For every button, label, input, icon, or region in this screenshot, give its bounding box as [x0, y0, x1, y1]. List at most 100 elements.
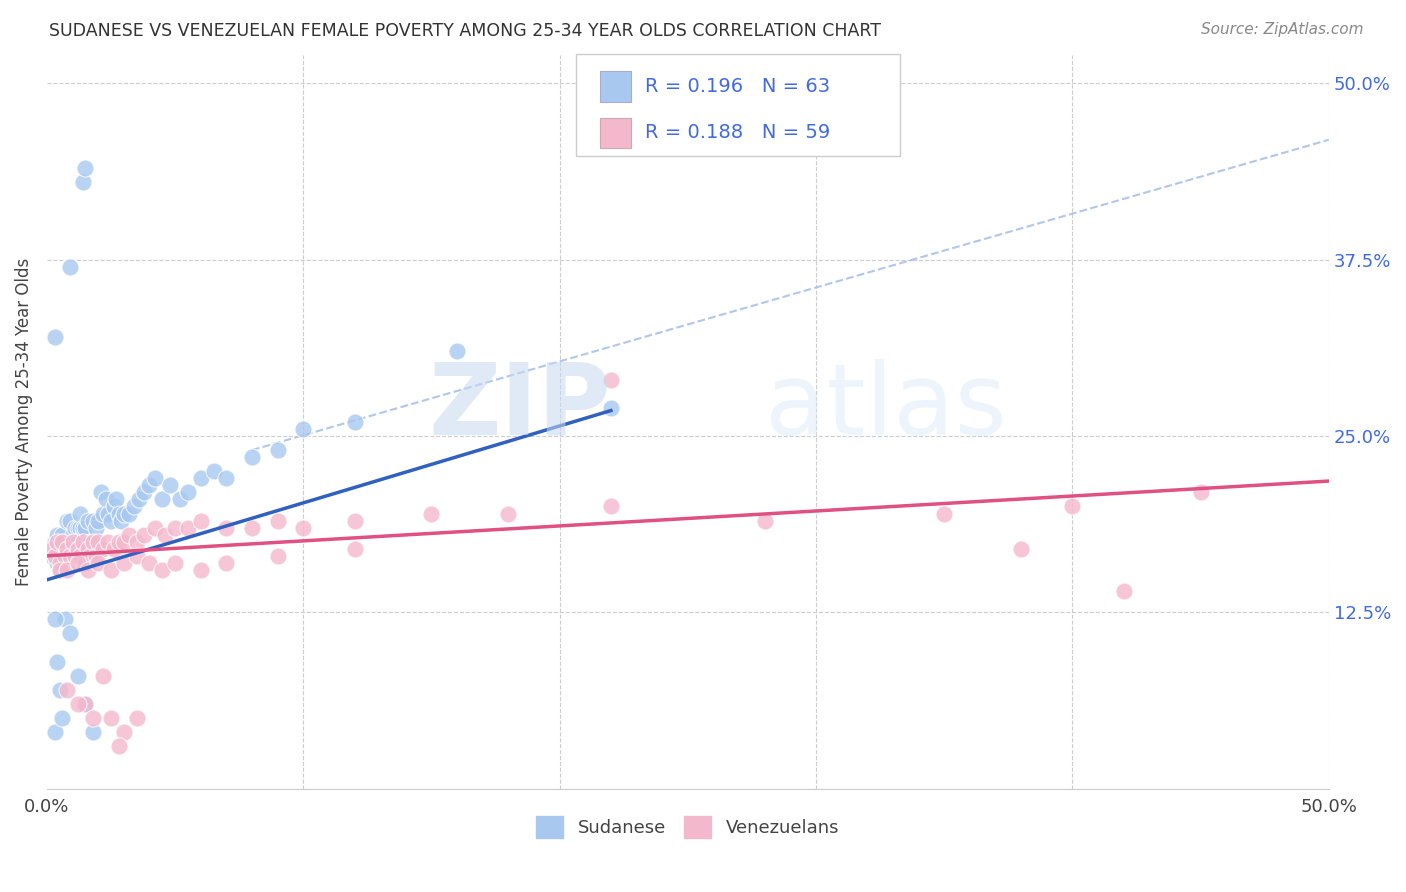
Point — [446, 344, 468, 359]
Text: Source: ZipAtlas.com: Source: ZipAtlas.com — [1201, 22, 1364, 37]
Point — [112, 725, 135, 739]
Point — [343, 541, 366, 556]
Point — [202, 464, 225, 478]
Point — [59, 549, 82, 563]
Point — [56, 549, 79, 563]
Point — [1189, 485, 1212, 500]
Point — [72, 175, 94, 189]
Point — [77, 514, 100, 528]
Point — [107, 739, 129, 754]
Point — [177, 520, 200, 534]
Point — [91, 541, 114, 556]
Point — [1010, 541, 1032, 556]
Point — [66, 534, 89, 549]
Point — [51, 527, 73, 541]
Point — [63, 549, 86, 563]
Point — [112, 534, 135, 549]
Point — [77, 541, 100, 556]
Point — [66, 541, 89, 556]
Point — [62, 549, 84, 563]
Point — [292, 422, 315, 436]
Point — [177, 485, 200, 500]
Point — [75, 697, 97, 711]
Point — [53, 549, 76, 563]
Point — [66, 520, 89, 534]
Point — [59, 626, 82, 640]
Point — [75, 697, 97, 711]
Point — [46, 527, 69, 541]
Point — [190, 471, 212, 485]
Point — [59, 534, 82, 549]
Point — [134, 485, 156, 500]
Point — [38, 541, 60, 556]
Point — [190, 514, 212, 528]
Point — [91, 669, 114, 683]
Point — [63, 520, 86, 534]
Point — [44, 541, 66, 556]
Point — [56, 514, 79, 528]
Point — [138, 556, 160, 570]
Point — [69, 520, 91, 534]
Point — [75, 161, 97, 175]
Point — [44, 330, 66, 344]
Point — [59, 260, 82, 274]
Point — [600, 500, 623, 514]
Point — [46, 655, 69, 669]
Point — [63, 541, 86, 556]
Point — [1112, 584, 1135, 599]
Point — [112, 507, 135, 521]
Point — [51, 534, 73, 549]
Point — [165, 556, 187, 570]
Point — [103, 500, 125, 514]
Point — [87, 534, 110, 549]
Point — [69, 549, 91, 563]
Point — [266, 549, 288, 563]
Point — [600, 372, 623, 386]
Point — [56, 563, 79, 577]
Point — [53, 541, 76, 556]
Point — [91, 507, 114, 521]
Point — [82, 534, 104, 549]
Point — [87, 556, 110, 570]
Text: atlas: atlas — [765, 359, 1007, 456]
Point — [48, 682, 70, 697]
Point — [343, 514, 366, 528]
Point — [46, 534, 69, 549]
Point — [190, 563, 212, 577]
Point — [69, 507, 91, 521]
Point — [134, 527, 156, 541]
Point — [75, 520, 97, 534]
Point — [754, 514, 776, 528]
Point — [215, 520, 238, 534]
Point — [143, 520, 166, 534]
Point — [292, 520, 315, 534]
Point — [48, 534, 70, 549]
Point — [934, 507, 956, 521]
Text: R = 0.188   N = 59: R = 0.188 N = 59 — [645, 123, 831, 143]
Point — [48, 563, 70, 577]
Point — [53, 612, 76, 626]
Point — [51, 549, 73, 563]
Text: SUDANESE VS VENEZUELAN FEMALE POVERTY AMONG 25-34 YEAR OLDS CORRELATION CHART: SUDANESE VS VENEZUELAN FEMALE POVERTY AM… — [49, 22, 882, 40]
Point — [62, 534, 84, 549]
Point — [215, 556, 238, 570]
Point — [112, 556, 135, 570]
Point — [56, 682, 79, 697]
Point — [97, 534, 120, 549]
Point — [107, 507, 129, 521]
Point — [103, 541, 125, 556]
Point — [110, 514, 132, 528]
Point — [266, 443, 288, 458]
Point — [72, 534, 94, 549]
Point — [51, 711, 73, 725]
Point — [97, 507, 120, 521]
Point — [105, 492, 128, 507]
Point — [128, 492, 150, 507]
Point — [66, 669, 89, 683]
Point — [1062, 500, 1084, 514]
Point — [44, 534, 66, 549]
Point — [159, 478, 181, 492]
Point — [77, 563, 100, 577]
Point — [143, 471, 166, 485]
Text: ZIP: ZIP — [427, 359, 612, 456]
